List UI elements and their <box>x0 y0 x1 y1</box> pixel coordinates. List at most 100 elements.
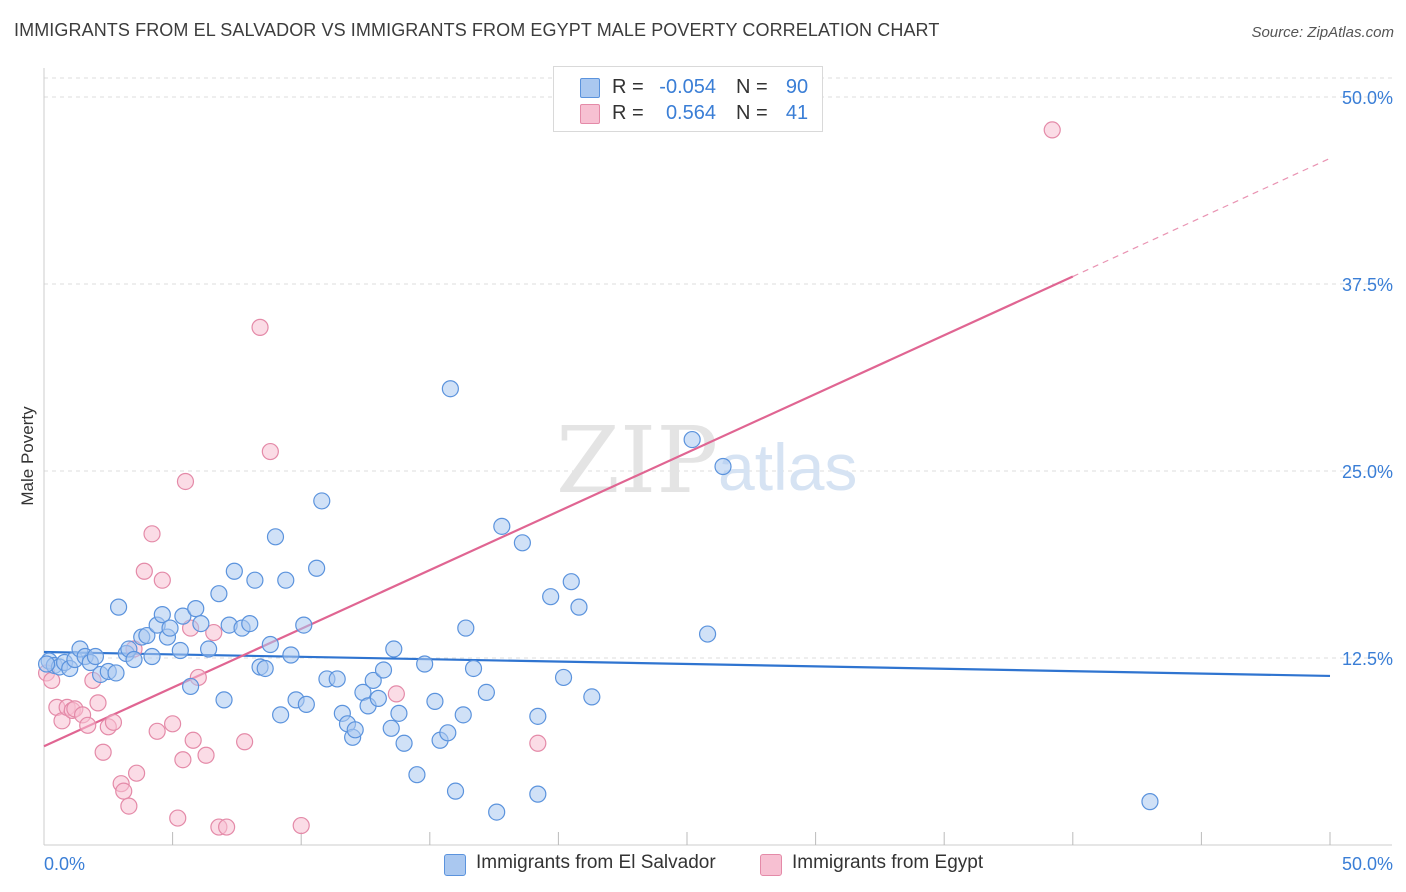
el-salvador-point <box>583 688 601 706</box>
el-salvador-point <box>210 585 228 603</box>
egypt-point <box>127 764 146 782</box>
y-tick-label: 50.0% <box>1342 88 1393 108</box>
el-salvador-point <box>477 683 495 702</box>
el-salvador-point <box>277 571 295 589</box>
egypt-point <box>89 694 107 712</box>
bottom-legend-label: Immigrants from El Salvador <box>476 852 716 873</box>
el-salvador-point <box>446 782 465 800</box>
el-salvador-point <box>109 598 128 616</box>
egypt-point <box>251 318 269 336</box>
correlation-legend: R = -0.054 N = 90 R = 0.564 N = 41 <box>553 66 823 132</box>
el-salvador-point <box>37 655 56 673</box>
el-salvador-point <box>187 600 205 618</box>
legend-r-value: -0.054 <box>659 76 716 98</box>
legend-n-label: N = <box>736 102 768 124</box>
el-salvador-point <box>297 695 315 713</box>
el-salvador-point <box>395 734 413 752</box>
el-salvador-point <box>426 692 444 710</box>
el-salvador-point <box>215 691 233 709</box>
el-salvador-point <box>439 724 457 742</box>
el-salvador-point <box>374 661 393 679</box>
egypt-trend-line-extension <box>1072 157 1331 278</box>
egypt-point <box>292 816 310 835</box>
egypt-point <box>176 472 195 491</box>
el-salvador-point <box>266 528 285 546</box>
y-tick-label: 37.5% <box>1342 275 1393 295</box>
egypt-point <box>115 782 133 800</box>
el-salvador-point <box>328 670 346 688</box>
legend-r-value: 0.564 <box>665 102 716 124</box>
el-salvador-point <box>256 659 274 678</box>
el-salvador-point <box>488 803 506 821</box>
el-salvador-point <box>261 635 279 654</box>
chart-source: Source: ZipAtlas.com <box>1251 24 1394 41</box>
el-salvador-point <box>313 492 331 510</box>
el-salvador-point <box>174 607 192 625</box>
egypt-point <box>148 722 166 740</box>
egypt-point <box>184 731 202 749</box>
el-salvador-point <box>86 647 105 666</box>
legend-n-label: N = <box>736 76 768 98</box>
egypt-point <box>164 715 182 733</box>
y-tick-label: 12.5% <box>1342 649 1393 669</box>
egypt-point <box>236 733 254 751</box>
bottom-legend-swatch-pink <box>760 854 782 876</box>
el-salvador-point <box>125 650 143 669</box>
chart-title: IMMIGRANTS FROM EL SALVADOR VS IMMIGRANT… <box>14 20 940 40</box>
egypt-point <box>197 746 215 764</box>
el-salvador-point <box>493 517 511 535</box>
el-salvador-point <box>161 619 179 637</box>
el-salvador-point <box>143 647 161 666</box>
el-salvador-point <box>464 659 483 678</box>
y-tick-label: 25.0% <box>1342 462 1393 482</box>
el-salvador-point <box>153 606 171 624</box>
egypt-point <box>218 818 236 836</box>
el-salvador-point <box>382 719 400 737</box>
el-salvador-point <box>529 785 547 803</box>
points-layer <box>37 121 1159 836</box>
el-salvador-point <box>441 380 459 398</box>
legend-n-value: 41 <box>785 102 809 124</box>
bottom-legend-swatch-blue <box>444 854 466 876</box>
el-salvador-point <box>570 598 588 616</box>
egypt-point <box>79 716 97 734</box>
el-salvador-point <box>554 668 573 687</box>
el-salvador-point <box>171 641 189 660</box>
el-salvador-trend-line <box>43 650 1331 678</box>
el-salvador-point <box>408 766 426 784</box>
el-salvador-point <box>683 430 701 449</box>
grid-layer <box>43 68 1392 846</box>
egypt-point <box>120 797 138 815</box>
x-tick-label: 50.0% <box>1342 854 1393 874</box>
egypt-point <box>205 623 223 642</box>
legend-r-label: R = <box>612 102 644 124</box>
el-salvador-point <box>513 534 531 552</box>
egypt-point <box>94 743 112 761</box>
el-salvador-point <box>295 616 313 634</box>
watermark-atlas: atlas <box>718 430 857 504</box>
watermark-zip: ZIP <box>556 407 718 514</box>
egypt-point <box>153 571 171 589</box>
el-salvador-point <box>246 571 264 589</box>
el-salvador-point <box>107 664 125 682</box>
el-salvador-point <box>241 614 259 633</box>
el-salvador-point <box>698 625 717 643</box>
egypt-point <box>387 685 405 703</box>
egypt-point <box>143 525 161 543</box>
el-salvador-point <box>390 704 408 722</box>
egypt-point <box>529 734 547 752</box>
egypt-point <box>1043 121 1061 139</box>
el-salvador-point <box>192 614 210 633</box>
x-tick-label: 0.0% <box>44 854 85 874</box>
el-salvador-point <box>385 640 403 658</box>
el-salvador-point <box>542 588 560 606</box>
bottom-legend-label: Immigrants from Egypt <box>792 852 984 873</box>
legend-r-label: R = <box>612 76 644 98</box>
egypt-point <box>104 713 123 731</box>
el-salvador-point <box>1141 793 1159 811</box>
el-salvador-point <box>457 619 475 637</box>
egypt-point <box>261 442 279 461</box>
egypt-point <box>135 562 153 580</box>
el-salvador-point <box>138 626 156 645</box>
